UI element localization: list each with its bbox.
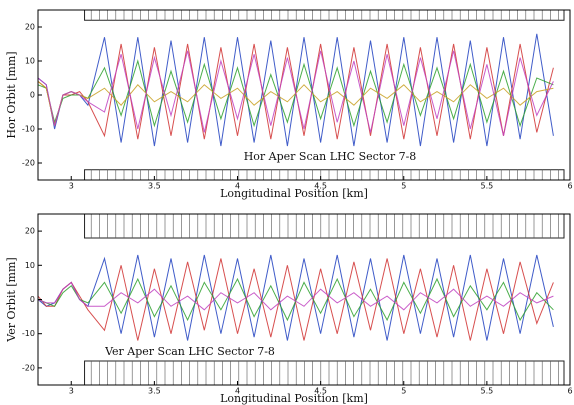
x-tick-label: 6 xyxy=(567,387,572,396)
orbit-line xyxy=(37,258,554,341)
aperture-comb xyxy=(90,10,559,21)
x-tick-label: 3.5 xyxy=(148,182,161,191)
y-tick-label: -20 xyxy=(22,363,35,372)
x-tick-label: 5 xyxy=(401,182,406,191)
orbit-line xyxy=(37,277,554,322)
aperture-outline xyxy=(84,169,565,180)
x-tick-label: 5.5 xyxy=(481,387,494,396)
annotation: Ver Aper Scan LHC Sector 7-8 xyxy=(104,345,275,358)
x-tick-label: 4.5 xyxy=(314,387,327,396)
x-tick-label: 3 xyxy=(69,387,74,396)
orbit-line xyxy=(37,281,554,311)
x-tick-label: 4 xyxy=(235,387,240,396)
y-tick-label: -20 xyxy=(22,159,35,168)
x-tick-label: 4 xyxy=(235,182,240,191)
x-tick-label: 3 xyxy=(69,182,74,191)
x-tick-label: 3.5 xyxy=(148,387,161,396)
orbit-line xyxy=(37,50,554,136)
aperture-outline xyxy=(84,10,565,21)
y-tick-label: -10 xyxy=(22,125,35,134)
aperture-comb xyxy=(90,361,559,385)
aperture-comb xyxy=(90,214,559,238)
orbit-line xyxy=(37,33,554,147)
y-axis-label: Hor Orbit [mm] xyxy=(5,51,18,138)
y-tick-label: 20 xyxy=(25,23,35,32)
y-axis-label: Ver Orbit [mm] xyxy=(5,257,18,342)
x-tick-label: 5 xyxy=(401,387,406,396)
aperture-comb xyxy=(90,169,559,180)
orbit-line xyxy=(37,81,554,126)
y-tick-label: 0 xyxy=(30,91,35,100)
y-tick-label: 20 xyxy=(25,227,35,236)
y-tick-label: 0 xyxy=(30,295,35,304)
x-axis-label: Longitudinal Position [km] xyxy=(220,392,368,405)
x-tick-label: 5.5 xyxy=(481,182,494,191)
aperture-outline xyxy=(84,214,565,239)
y-tick-label: 10 xyxy=(25,261,35,270)
plot-frame xyxy=(37,213,571,386)
x-tick-label: 6 xyxy=(567,182,572,191)
x-tick-label: 4.5 xyxy=(314,182,327,191)
annotation: Hor Aper Scan LHC Sector 7-8 xyxy=(244,150,417,163)
y-tick-label: 10 xyxy=(25,57,35,66)
y-tick-label: -10 xyxy=(22,329,35,338)
x-axis-label: Longitudinal Position [km] xyxy=(220,187,368,200)
aperture-outline xyxy=(84,360,565,385)
